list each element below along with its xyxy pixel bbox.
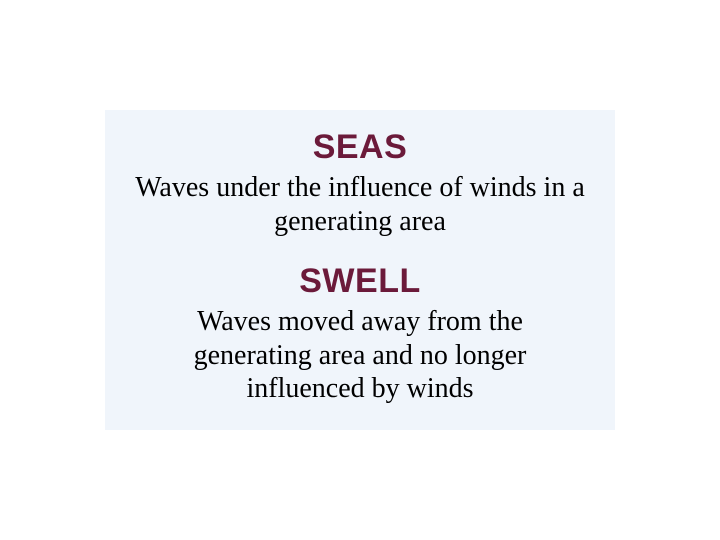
term-heading-seas: SEAS bbox=[135, 128, 585, 167]
term-definition-swell: Waves moved away from the generating are… bbox=[135, 305, 585, 406]
term-heading-swell: SWELL bbox=[135, 262, 585, 301]
term-definition-seas: Waves under the influence of winds in a … bbox=[135, 171, 585, 238]
definitions-panel: SEAS Waves under the influence of winds … bbox=[105, 110, 615, 430]
